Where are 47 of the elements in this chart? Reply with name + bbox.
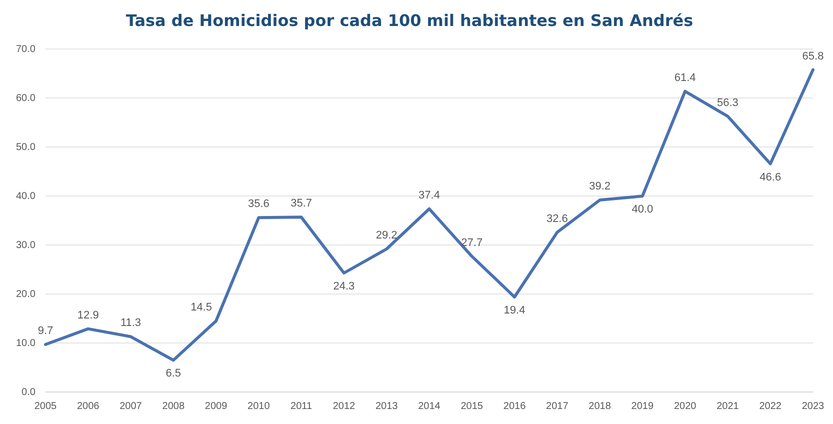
x-tick-label: 2008	[162, 400, 185, 412]
data-label: 6.5	[166, 368, 182, 380]
data-label: 27.7	[461, 236, 483, 249]
data-label: 24.3	[333, 280, 355, 293]
y-tick-label: 50.0	[16, 142, 36, 153]
data-label: 37.4	[418, 189, 440, 202]
data-label: 46.6	[760, 171, 782, 184]
data-label: 65.8	[802, 50, 824, 62]
y-tick-label: 40.0	[16, 190, 36, 202]
data-label: 29.2	[376, 230, 398, 242]
x-tick-label: 2013	[375, 400, 398, 412]
data-label: 11.3	[120, 317, 142, 330]
x-tick-label: 2016	[503, 400, 526, 412]
x-tick-label: 2012	[332, 400, 356, 412]
x-tick-label: 2022	[759, 400, 782, 412]
data-label: 39.2	[589, 180, 611, 193]
x-tick-label: 2005	[34, 400, 58, 412]
chart-title: Tasa de Homicidios por cada 100 mil habitantes en San Andrés	[126, 10, 694, 30]
x-tick-label: 2006	[76, 400, 100, 412]
y-tick-label: 0.0	[22, 386, 36, 398]
x-tick-label: 2017	[546, 400, 569, 412]
x-tick-label: 2011	[290, 400, 312, 412]
data-label: 19.4	[504, 304, 526, 317]
data-label: 12.9	[77, 309, 99, 322]
data-label: 14.5	[190, 302, 212, 314]
data-label: 56.3	[717, 96, 738, 109]
y-tick-label: 20.0	[16, 288, 36, 300]
data-label: 9.7	[38, 325, 54, 338]
x-tick-label: 2014	[418, 400, 441, 412]
data-label: 35.6	[248, 198, 270, 210]
y-tick-label: 60.0	[16, 92, 36, 104]
x-tick-label: 2023	[802, 400, 825, 412]
y-tick-label: 70.0	[16, 44, 36, 55]
x-tick-label: 2010	[248, 400, 270, 412]
x-tick-label: 2018	[588, 400, 612, 412]
y-tick-label: 30.0	[16, 240, 36, 251]
data-label: 61.4	[674, 72, 696, 84]
x-tick-label: 2009	[204, 400, 228, 412]
x-tick-label: 2015	[460, 400, 484, 412]
data-label: 40.0	[632, 204, 654, 216]
data-label: 32.6	[546, 212, 568, 225]
x-tick-label: 2019	[631, 400, 654, 412]
x-tick-label: 2007	[120, 400, 142, 412]
data-label: 35.7	[290, 198, 312, 210]
y-tick-label: 10.0	[16, 338, 36, 349]
x-tick-label: 2020	[674, 400, 697, 412]
x-tick-label: 2021	[716, 400, 740, 412]
